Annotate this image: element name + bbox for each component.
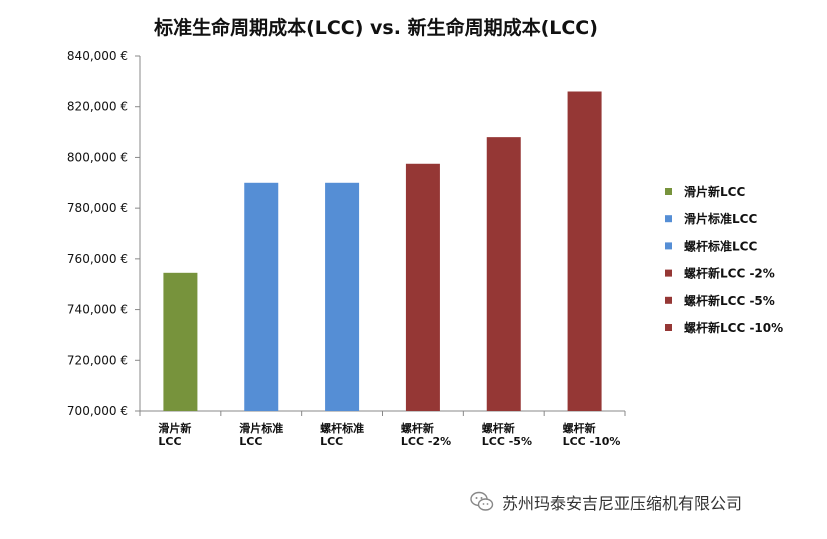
legend-swatch [665,215,672,223]
x-tick-label: 螺杆新 LCC -2% [401,421,451,448]
y-tick-label: 780,000 € [67,201,128,215]
x-tick-labels: 滑片新 LCC 滑片标准 LCC 螺杆标准 LCC 螺杆新 LCC -2% 螺杆新 LCC -5%… [158,421,620,448]
watermark: 苏州玛泰安吉尼亚压缩机有限公司 [470,490,742,514]
legend-swatch [665,269,672,277]
legend: 滑片新LCC 滑片标准LCC 螺杆标准LCC 螺杆新LCC -2% 螺杆新LCC -5%… [665,184,783,335]
legend-label: 滑片标准LCC [684,211,757,226]
bar [405,163,440,411]
y-tick-label: 720,000 € [67,353,128,367]
legend-swatch [665,242,672,250]
x-tick-label: 螺杆新 LCC -5% [482,421,532,448]
y-axis: 700,000 € 720,000 € 740,000 € 760,000 € 780,… [67,49,141,418]
bar [325,182,360,411]
legend-swatch [665,324,672,331]
y-tick-label: 840,000 € [67,49,128,63]
y-tick-label: 740,000 € [67,303,128,317]
legend-label: 螺杆新LCC -2% [684,266,775,281]
bar [567,91,602,411]
legend-swatch [665,188,672,195]
bar [244,182,279,411]
legend-label: 螺杆新LCC -5% [684,293,775,308]
bar [163,272,198,411]
x-tick-label: 螺杆新 LCC -10% [563,421,621,448]
watermark-text: 苏州玛泰安吉尼亚压缩机有限公司 [502,494,743,513]
legend-label: 螺杆新LCC -10% [684,320,783,335]
x-tick-label: 滑片新 LCC [158,421,191,448]
chart-title: 标准生命周期成本(LCC) vs. 新生命周期成本(LCC) [154,16,598,39]
y-tick-label: 800,000 € [67,150,128,164]
y-tick-label: 820,000 € [67,100,128,114]
x-axis [139,410,626,416]
bar [486,137,521,411]
y-tick-label: 760,000 € [67,252,128,266]
legend-label: 螺杆标准LCC [684,238,757,253]
bars [163,91,602,411]
y-tick-label: 700,000 € [67,404,128,418]
legend-label: 滑片新LCC [684,184,745,199]
legend-swatch [665,296,672,304]
x-tick-label: 螺杆标准 LCC [320,421,364,448]
wechat-icon [470,491,494,511]
x-tick-label: 滑片标准 LCC [239,421,283,448]
